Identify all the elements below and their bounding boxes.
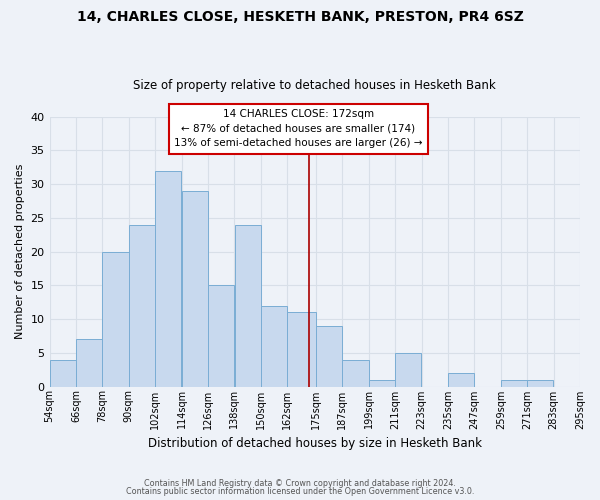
Bar <box>527 380 553 386</box>
Bar <box>395 353 421 386</box>
Bar <box>343 360 368 386</box>
Bar <box>316 326 342 386</box>
Y-axis label: Number of detached properties: Number of detached properties <box>15 164 25 340</box>
Text: Contains public sector information licensed under the Open Government Licence v3: Contains public sector information licen… <box>126 487 474 496</box>
Bar <box>129 224 155 386</box>
Bar <box>155 170 181 386</box>
Bar <box>103 252 128 386</box>
Bar <box>369 380 395 386</box>
Bar <box>501 380 527 386</box>
Bar <box>287 312 316 386</box>
Text: 14, CHARLES CLOSE, HESKETH BANK, PRESTON, PR4 6SZ: 14, CHARLES CLOSE, HESKETH BANK, PRESTON… <box>77 10 523 24</box>
Bar <box>182 191 208 386</box>
X-axis label: Distribution of detached houses by size in Hesketh Bank: Distribution of detached houses by size … <box>148 437 482 450</box>
Bar <box>448 373 474 386</box>
Bar <box>261 306 287 386</box>
Bar <box>76 340 102 386</box>
Text: Contains HM Land Registry data © Crown copyright and database right 2024.: Contains HM Land Registry data © Crown c… <box>144 478 456 488</box>
Text: 14 CHARLES CLOSE: 172sqm
← 87% of detached houses are smaller (174)
13% of semi-: 14 CHARLES CLOSE: 172sqm ← 87% of detach… <box>174 109 422 148</box>
Bar <box>208 286 234 386</box>
Title: Size of property relative to detached houses in Hesketh Bank: Size of property relative to detached ho… <box>133 79 496 92</box>
Bar <box>235 224 261 386</box>
Bar <box>50 360 76 386</box>
